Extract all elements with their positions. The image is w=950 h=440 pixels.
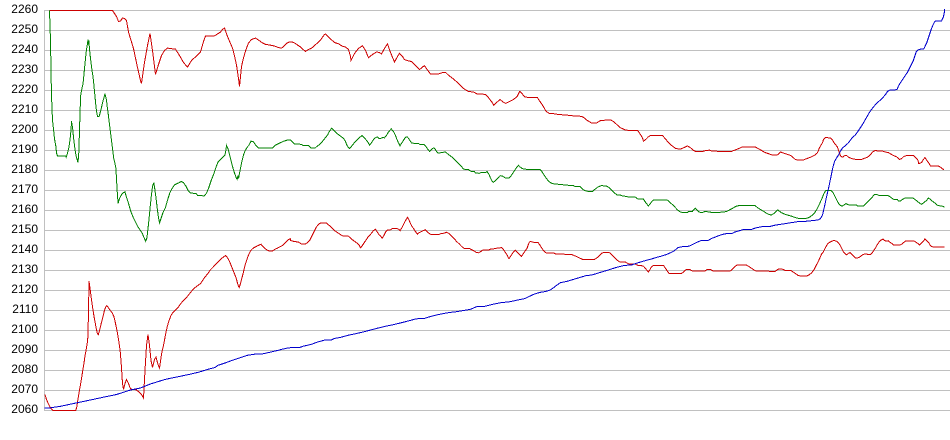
svg-text:2180: 2180 [11,162,38,176]
svg-text:2060: 2060 [11,402,38,416]
svg-text:2160: 2160 [11,202,38,216]
svg-text:2150: 2150 [11,222,38,236]
svg-text:2130: 2130 [11,262,38,276]
svg-text:2090: 2090 [11,342,38,356]
svg-text:2110: 2110 [12,302,38,316]
svg-text:2230: 2230 [11,62,38,76]
svg-text:2260: 2260 [11,2,38,16]
svg-text:2220: 2220 [11,82,38,96]
svg-text:2080: 2080 [11,362,38,376]
svg-text:2250: 2250 [11,22,38,36]
svg-text:2140: 2140 [11,242,38,256]
svg-text:2070: 2070 [11,382,38,396]
svg-text:2190: 2190 [11,142,38,156]
svg-text:2240: 2240 [11,42,38,56]
svg-text:2210: 2210 [11,102,38,116]
svg-text:2200: 2200 [11,122,38,136]
svg-text:2170: 2170 [11,182,38,196]
svg-text:2100: 2100 [11,322,38,336]
svg-text:2120: 2120 [11,282,38,296]
